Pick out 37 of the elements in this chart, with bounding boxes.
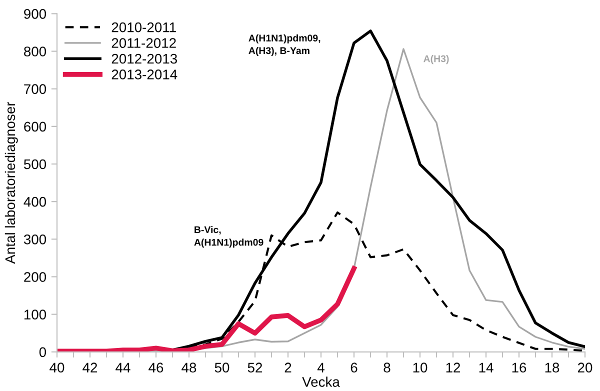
x-tick-label: 4 xyxy=(317,362,324,372)
legend-label: 2012-2013 xyxy=(112,54,177,64)
x-tick-label: 8 xyxy=(384,362,390,373)
x-tick-label: 10 xyxy=(413,362,428,373)
x-tick-label: 48 xyxy=(182,362,196,373)
x-tick-label: 40 xyxy=(50,362,64,373)
annotation: A(H3) xyxy=(424,55,449,64)
y-axis-title: Antal laboratoriediagnoser xyxy=(4,102,18,264)
y-tick-label: 400 xyxy=(24,196,46,207)
y-tick-label: 900 xyxy=(24,9,46,19)
y-tick-label: 500 xyxy=(24,159,46,170)
y-tick-label: 800 xyxy=(24,46,46,56)
y-tick-label: 200 xyxy=(24,272,46,282)
x-tick-label: 12 xyxy=(446,362,460,372)
x-tick-label: 20 xyxy=(578,362,592,373)
y-tick-label: 700 xyxy=(24,84,46,94)
legend-label: 2011-2012 xyxy=(112,38,176,48)
x-tick-label: 50 xyxy=(214,362,230,373)
x-tick-label: 16 xyxy=(512,362,526,373)
line-series xyxy=(57,266,356,352)
legend-label: 2013-2014 xyxy=(112,70,178,80)
x-tick-label: 14 xyxy=(479,362,494,372)
x-tick-label: 42 xyxy=(82,362,98,372)
y-tick-label: 100 xyxy=(24,310,46,320)
x-tick-label: 18 xyxy=(545,362,560,373)
x-tick-label: 46 xyxy=(148,362,164,373)
legend-label: 2010-2011 xyxy=(112,22,176,32)
annotation: A(H1N1)pdm09, A(H3), B-Yam xyxy=(248,34,320,56)
y-tick-label: 600 xyxy=(24,122,46,132)
y-tick-label: 300 xyxy=(24,234,46,244)
x-tick-label: 44 xyxy=(116,362,130,372)
x-tick-label: 6 xyxy=(350,362,358,373)
x-tick-label: 52 xyxy=(248,362,262,373)
x-tick-label: 2 xyxy=(284,362,292,372)
y-tick-label: 0 xyxy=(39,347,46,358)
x-axis-title: Vecka xyxy=(302,376,340,387)
annotation: B-Vic, A(H1N1)pdm09 xyxy=(194,226,264,248)
